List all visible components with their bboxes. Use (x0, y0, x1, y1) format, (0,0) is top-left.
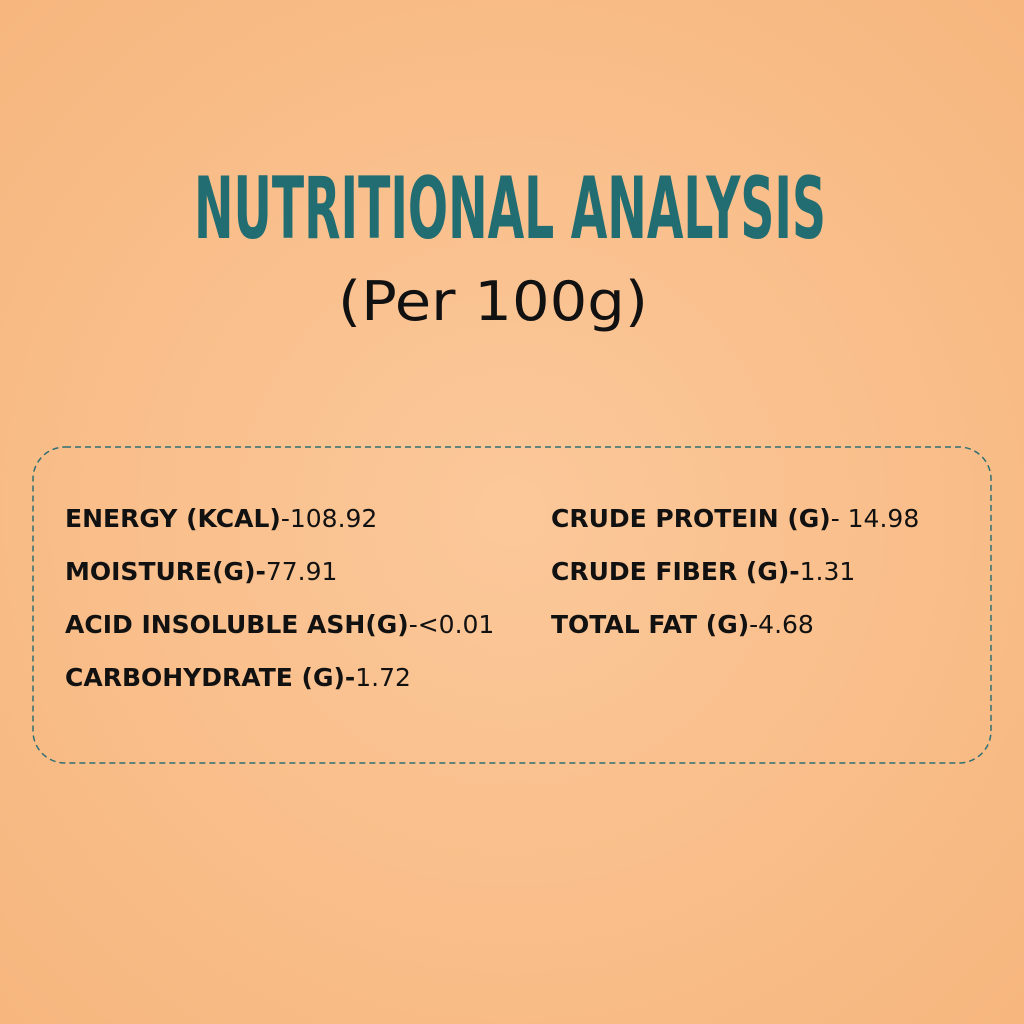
nutrient-row: TOTAL FAT (G)-4.68 (551, 610, 814, 639)
nutrient-list: ENERGY (KCAL)-108.92 MOISTURE(G)-77.91 ACI… (65, 504, 919, 692)
nutrient-value: - 14.98 (831, 504, 920, 533)
nutrient-value: -4.68 (749, 610, 814, 639)
nutrient-label: CRUDE FIBER (G)- (551, 557, 800, 586)
nutrient-row: CRUDE PROTEIN (G)- 14.98 (551, 504, 919, 533)
nutrient-value: 77.91 (266, 557, 338, 586)
nutrient-row: ENERGY (KCAL)-108.92 (65, 504, 377, 533)
nutrient-row: CRUDE FIBER (G)-1.31 (551, 557, 855, 586)
nutrient-value: -<0.01 (409, 610, 495, 639)
nutrient-label: CARBOHYDRATE (G)- (65, 663, 355, 692)
title: NUTRITIONAL ANALYSIS (194, 159, 826, 259)
nutrient-value: -108.92 (281, 504, 378, 533)
subtitle: (Per 100g) (338, 270, 648, 333)
nutrient-row: CARBOHYDRATE (G)-1.72 (65, 663, 411, 692)
nutrient-value: 1.72 (355, 663, 411, 692)
nutrient-label: MOISTURE(G)- (65, 557, 266, 586)
nutrient-label: TOTAL FAT (G) (551, 610, 749, 639)
nutrient-label: CRUDE PROTEIN (G) (551, 504, 831, 533)
nutrient-label: ACID INSOLUBLE ASH(G) (65, 610, 409, 639)
nutrient-box (32, 446, 992, 764)
nutrient-row: ACID INSOLUBLE ASH(G)-<0.01 (65, 610, 494, 639)
nutrient-value: 1.31 (800, 557, 856, 586)
nutrient-label: ENERGY (KCAL) (65, 504, 281, 533)
nutrient-row: MOISTURE(G)-77.91 (65, 557, 337, 586)
